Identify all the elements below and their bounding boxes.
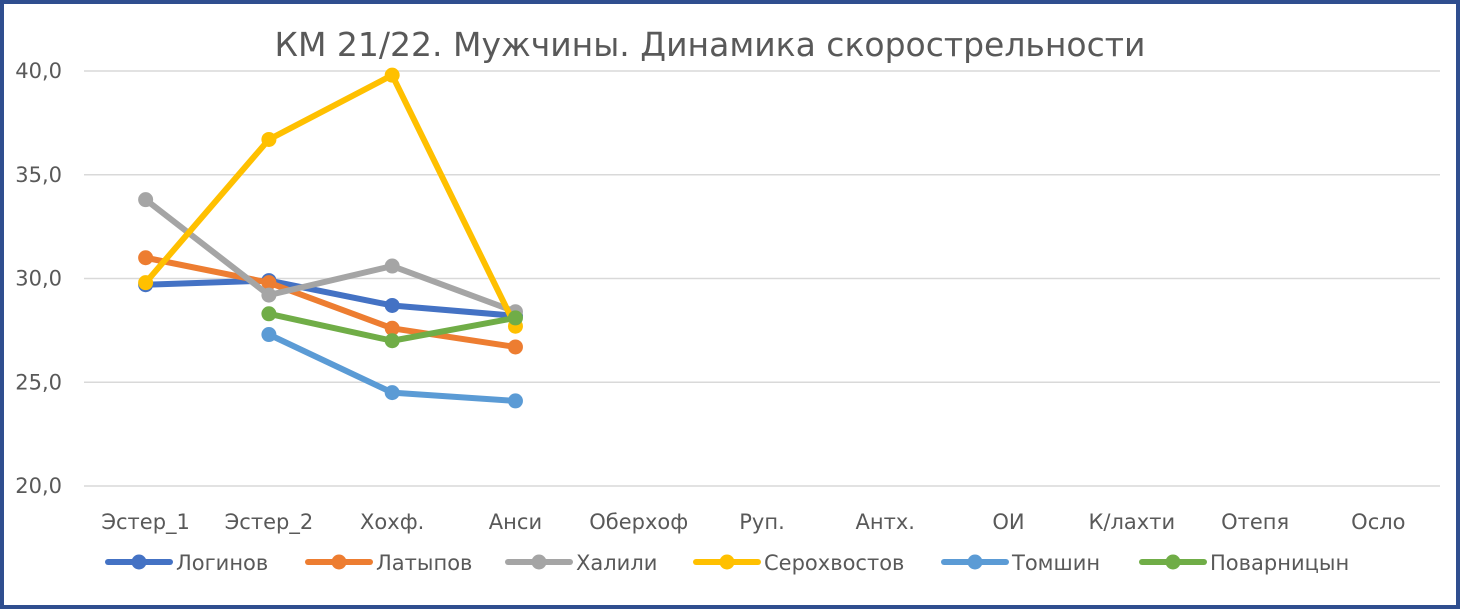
data-point — [507, 339, 523, 355]
legend-item: Латыпов — [305, 551, 472, 575]
data-point — [384, 258, 400, 274]
x-axis-ticks: Эстер_1 Эстер_2 Хохф. Анси Оберхоф Руп. Антх. О… — [101, 510, 1405, 535]
series-line — [142, 277, 519, 319]
legend-item: Халили — [505, 551, 657, 575]
data-point — [384, 320, 400, 336]
series-5 — [261, 306, 523, 349]
series-line — [142, 196, 519, 315]
data-point — [261, 306, 277, 322]
data-point — [507, 393, 523, 409]
series-4 — [261, 327, 523, 409]
x-tick-label: Отепя — [1221, 510, 1289, 534]
legend-marker — [131, 554, 147, 570]
legend-marker — [719, 554, 735, 570]
data-point — [138, 250, 154, 266]
x-tick-label: Оберхоф — [589, 510, 688, 534]
x-tick-label: Эстер_1 — [101, 510, 190, 535]
legend-marker — [1165, 554, 1181, 570]
chart-title: КМ 21/22. Мужчины. Динамика скорострельн… — [275, 25, 1146, 64]
series-line — [142, 254, 519, 350]
x-tick-label: Осло — [1351, 510, 1405, 534]
data-point — [261, 287, 277, 303]
data-point — [384, 385, 400, 401]
data-point — [507, 310, 523, 326]
legend: Логинов Латыпов Халили Серохвостов Томшин Пов… — [105, 551, 1349, 575]
y-tick-label: 30,0 — [15, 267, 62, 291]
legend-label: Халили — [576, 551, 657, 575]
y-axis-ticks: 20,0 25,0 30,0 35,0 40,0 — [15, 59, 62, 498]
data-point — [384, 67, 400, 83]
legend-label: Томшин — [1011, 551, 1100, 575]
gridlines — [84, 70, 1440, 487]
x-tick-label: Руп. — [739, 510, 785, 534]
x-tick-label: Хохф. — [360, 510, 424, 534]
legend-item: Поварницын — [1139, 551, 1349, 575]
data-point — [384, 297, 400, 313]
legend-marker — [967, 554, 983, 570]
legend-marker — [531, 554, 547, 570]
x-tick-label: ОИ — [992, 510, 1024, 534]
legend-item: Томшин — [941, 551, 1100, 575]
data-point — [261, 131, 277, 147]
y-tick-label: 40,0 — [15, 59, 62, 83]
legend-marker — [331, 554, 347, 570]
legend-label: Логинов — [176, 551, 268, 575]
data-point — [261, 327, 277, 343]
y-tick-label: 25,0 — [15, 370, 62, 394]
legend-label: Латыпов — [376, 551, 472, 575]
x-tick-label: Эстер_2 — [225, 510, 314, 535]
x-tick-label: Антх. — [856, 510, 915, 534]
series-1 — [138, 250, 523, 355]
data-point — [138, 192, 154, 208]
y-tick-label: 20,0 — [15, 474, 62, 498]
x-tick-label: К/лахти — [1089, 510, 1176, 534]
data-point — [138, 275, 154, 291]
data-point — [384, 333, 400, 349]
series-line — [142, 72, 519, 330]
y-tick-label: 35,0 — [15, 163, 62, 187]
x-tick-label: Анси — [489, 510, 542, 534]
series-2 — [138, 192, 523, 320]
data-point — [261, 275, 277, 291]
legend-item: Логинов — [105, 551, 268, 575]
legend-label: Поварницын — [1210, 551, 1349, 575]
legend-item: Серохвостов — [693, 551, 904, 575]
series-layer — [138, 67, 523, 409]
legend-label: Серохвостов — [764, 551, 904, 575]
